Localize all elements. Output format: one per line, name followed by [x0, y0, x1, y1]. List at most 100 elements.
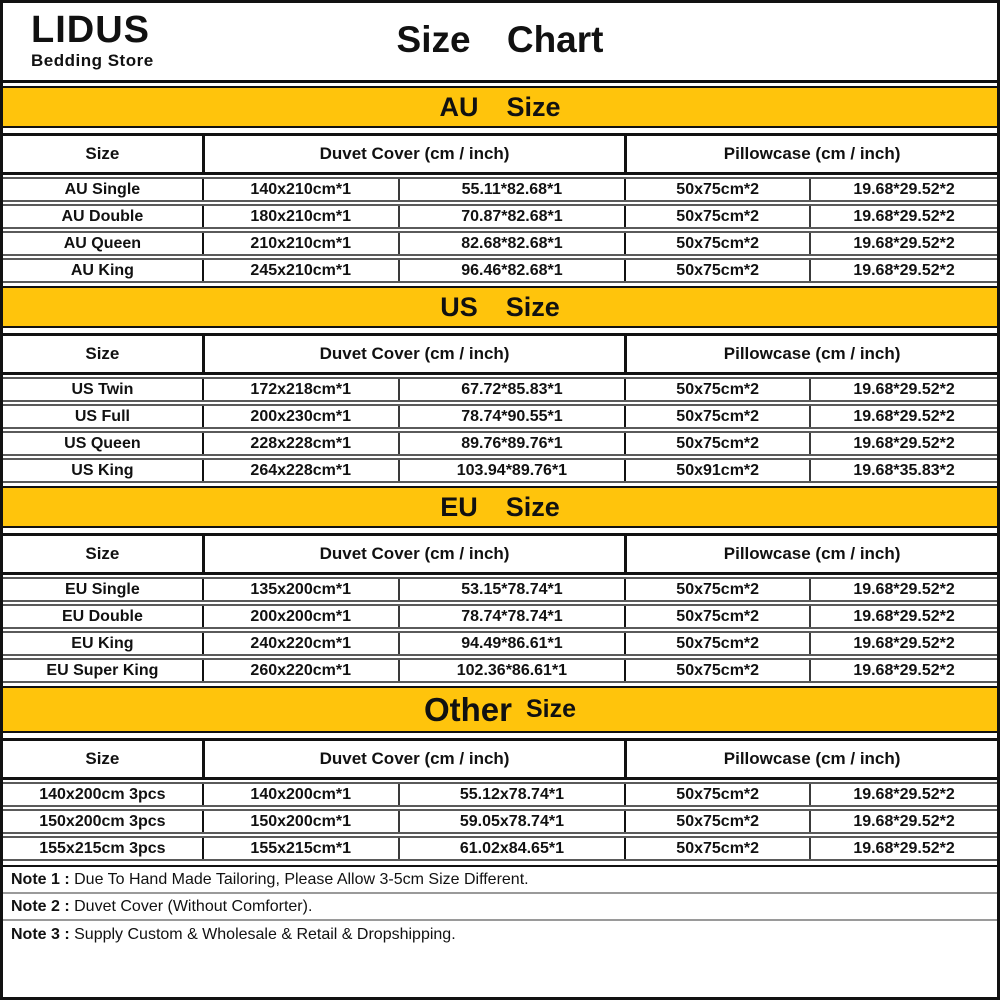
cell-duvet-cm: 260x220cm*1 [201, 660, 398, 681]
cell-pillow-cm: 50x91cm*2 [624, 460, 809, 481]
notes-section: Note 1 : Due To Hand Made Tailoring, Ple… [3, 865, 997, 948]
brand-tagline: Bedding Store [31, 50, 154, 70]
cell-size: EU Single [65, 580, 140, 598]
cell-size: US King [71, 461, 134, 479]
size-table-us: Size Duvet Cover (cm / inch) Pillowcase … [3, 333, 997, 483]
note-text: Duvet Cover (Without Comforter). [74, 897, 313, 915]
note-label: Note 2 : [11, 897, 75, 915]
column-header-pillowcase: Pillowcase (cm / inch) [624, 136, 997, 172]
cell-pillow-inch: 19.68*29.52*2 [809, 811, 997, 832]
cell-size: 150x200cm 3pcs [39, 812, 166, 830]
table-header-row: Size Duvet Cover (cm / inch) Pillowcase … [3, 333, 997, 375]
cell-duvet-inch: 59.05x78.74*1 [397, 811, 625, 832]
table-row: EU King 240x220cm*1 94.49*86.61*1 50x75c… [3, 631, 997, 656]
cell-pillow-inch: 19.68*29.52*2 [809, 633, 997, 654]
cell-duvet-inch: 78.74*90.55*1 [397, 406, 625, 427]
cell-pillow-cm: 50x75cm*2 [624, 579, 809, 600]
cell-pillow-inch: 19.68*29.52*2 [809, 606, 997, 627]
cell-pillow-inch: 19.68*29.52*2 [809, 784, 997, 805]
masthead: LIDUS Bedding Store Size Chart [3, 3, 997, 83]
cell-pillow-inch: 19.68*29.52*2 [809, 233, 997, 254]
size-table-other: Size Duvet Cover (cm / inch) Pillowcase … [3, 738, 997, 861]
table-row: EU Super King 260x220cm*1 102.36*86.61*1… [3, 658, 997, 683]
cell-pillow-cm: 50x75cm*2 [624, 633, 809, 654]
table-row: AU Queen 210x210cm*1 82.68*82.68*1 50x75… [3, 231, 997, 256]
cell-duvet-inch: 82.68*82.68*1 [397, 233, 625, 254]
cell-duvet-inch: 53.15*78.74*1 [397, 579, 625, 600]
banner-word: Size [505, 291, 560, 322]
cell-duvet-cm: 210x210cm*1 [201, 233, 398, 254]
cell-duvet-inch: 96.46*82.68*1 [397, 260, 625, 281]
cell-size: AU Double [61, 207, 144, 225]
cell-size: AU Queen [63, 234, 142, 252]
cell-pillow-cm: 50x75cm*2 [624, 379, 809, 400]
cell-pillow-cm: 50x75cm*2 [624, 433, 809, 454]
cell-pillow-cm: 50x75cm*2 [624, 233, 809, 254]
cell-duvet-inch: 103.94*89.76*1 [397, 460, 625, 481]
cell-pillow-inch: 19.68*35.83*2 [809, 460, 997, 481]
table-row: 140x200cm 3pcs 140x200cm*1 55.12x78.74*1… [3, 782, 997, 807]
table-row: 155x215cm 3pcs 155x215cm*1 61.02x84.65*1… [3, 836, 997, 861]
note-row: Note 2 : Duvet Cover (Without Comforter)… [3, 894, 997, 921]
cell-pillow-inch: 19.68*29.52*2 [809, 838, 997, 859]
brand-logo: LIDUS Bedding Store [31, 9, 154, 71]
cell-pillow-cm: 50x75cm*2 [624, 811, 809, 832]
banner-word: Other [423, 690, 512, 728]
table-header-row: Size Duvet Cover (cm / inch) Pillowcase … [3, 133, 997, 175]
cell-pillow-inch: 19.68*29.52*2 [809, 260, 997, 281]
section-banner-other: Other Size [3, 686, 997, 733]
cell-duvet-inch: 55.11*82.68*1 [397, 179, 625, 200]
cell-size: US Full [74, 407, 130, 425]
banner-word: EU [440, 491, 478, 522]
cell-size: 155x215cm 3pcs [39, 839, 166, 857]
banner-word: Size [506, 91, 561, 122]
cell-duvet-cm: 180x210cm*1 [201, 206, 398, 227]
cell-duvet-cm: 172x218cm*1 [201, 379, 398, 400]
cell-duvet-cm: 150x200cm*1 [201, 811, 398, 832]
column-header-duvet: Duvet Cover (cm / inch) [201, 536, 624, 572]
table-row: EU Double 200x200cm*1 78.74*78.74*1 50x7… [3, 604, 997, 629]
column-header-duvet: Duvet Cover (cm / inch) [201, 741, 624, 777]
table-row: US King 264x228cm*1 103.94*89.76*1 50x91… [3, 458, 997, 483]
cell-size: US Queen [64, 434, 141, 452]
cell-pillow-inch: 19.68*29.52*2 [809, 433, 997, 454]
table-row: AU Single 140x210cm*1 55.11*82.68*1 50x7… [3, 177, 997, 202]
cell-duvet-inch: 89.76*89.76*1 [397, 433, 625, 454]
cell-pillow-cm: 50x75cm*2 [624, 838, 809, 859]
table-row: US Full 200x230cm*1 78.74*90.55*1 50x75c… [3, 404, 997, 429]
cell-duvet-inch: 78.74*78.74*1 [397, 606, 625, 627]
cell-size: AU King [70, 261, 134, 279]
column-header-size: Size [85, 144, 120, 163]
cell-duvet-cm: 240x220cm*1 [201, 633, 398, 654]
cell-pillow-cm: 50x75cm*2 [624, 206, 809, 227]
cell-pillow-cm: 50x75cm*2 [624, 260, 809, 281]
cell-pillow-inch: 19.68*29.52*2 [809, 206, 997, 227]
note-label: Note 1 : [11, 870, 75, 888]
column-header-size: Size [85, 344, 120, 363]
note-text: Due To Hand Made Tailoring, Please Allow… [74, 870, 529, 888]
page-title: Size Chart [396, 19, 604, 60]
section-banner-eu: EU Size [3, 486, 997, 528]
column-header-size: Size [85, 749, 120, 768]
section-banner-us: US Size [3, 286, 997, 328]
cell-pillow-inch: 19.68*29.52*2 [809, 379, 997, 400]
cell-duvet-cm: 228x228cm*1 [201, 433, 398, 454]
brand-name: LIDUS [31, 9, 150, 51]
column-header-pillowcase: Pillowcase (cm / inch) [624, 741, 997, 777]
cell-duvet-cm: 200x230cm*1 [201, 406, 398, 427]
note-row: Note 3 : Supply Custom & Wholesale & Ret… [3, 921, 997, 948]
cell-pillow-inch: 19.68*29.52*2 [809, 406, 997, 427]
table-header-row: Size Duvet Cover (cm / inch) Pillowcase … [3, 738, 997, 780]
note-row: Note 1 : Due To Hand Made Tailoring, Ple… [3, 867, 997, 894]
cell-pillow-cm: 50x75cm*2 [624, 606, 809, 627]
cell-size: 140x200cm 3pcs [39, 785, 166, 803]
cell-pillow-cm: 50x75cm*2 [624, 784, 809, 805]
cell-duvet-cm: 245x210cm*1 [201, 260, 398, 281]
cell-pillow-cm: 50x75cm*2 [624, 660, 809, 681]
cell-pillow-cm: 50x75cm*2 [624, 406, 809, 427]
cell-duvet-inch: 102.36*86.61*1 [397, 660, 625, 681]
cell-duvet-inch: 61.02x84.65*1 [397, 838, 625, 859]
cell-duvet-cm: 140x200cm*1 [201, 784, 398, 805]
cell-duvet-cm: 140x210cm*1 [201, 179, 398, 200]
